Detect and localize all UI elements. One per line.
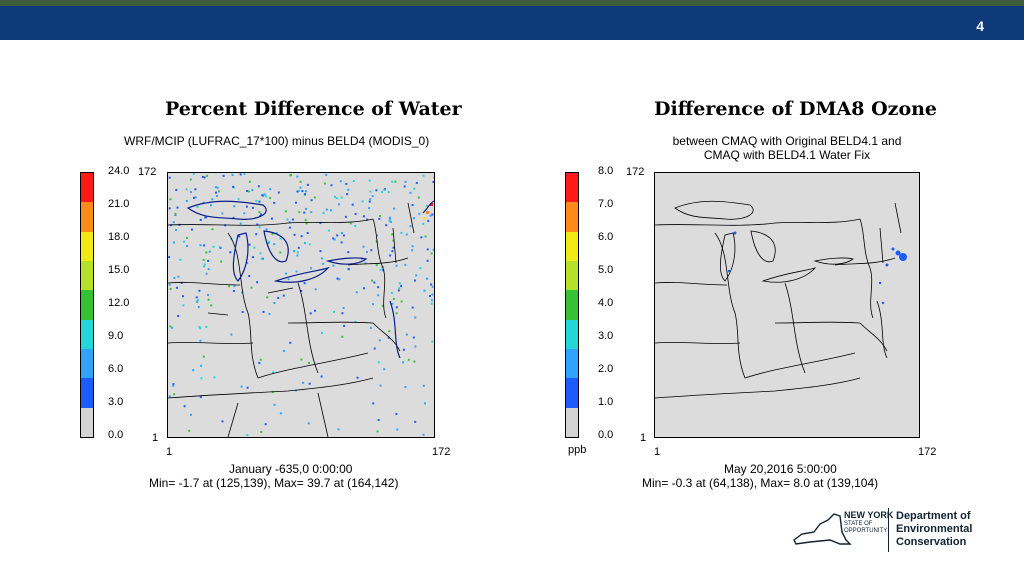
ny-wordmark: NEW YORK STATE OF OPPORTUNITY <box>844 510 893 535</box>
left-colorbar-segment <box>81 173 93 203</box>
ny-wordmark-line3: OPPORTUNITY <box>844 528 888 534</box>
dec-logo: NEW YORK STATE OF OPPORTUNITY Department… <box>790 506 990 556</box>
right-map <box>654 172 920 438</box>
right-colorbar-label: 2.0 <box>598 363 614 375</box>
dec-wordmark: Department of Environmental Conservation <box>896 510 972 549</box>
state-boundaries-right <box>655 200 902 399</box>
water-difference-speckles <box>168 173 434 437</box>
right-y-axis-top-label: 172 <box>626 166 645 178</box>
right-colorbar-unit: ppb <box>568 444 587 456</box>
left-map <box>167 172 435 438</box>
state-boundaries <box>168 202 415 437</box>
left-colorbar-label: 3.0 <box>108 396 124 408</box>
left-footer-time: January -635,0 0:00:00 <box>229 462 353 476</box>
left-panel-subtitle: WRF/MCIP (LUFRAC_17*100) minus BELD4 (MO… <box>124 134 430 148</box>
left-colorbar-segment <box>81 319 93 350</box>
right-colorbar-label: 4.0 <box>598 297 614 309</box>
ny-wordmark-line1: NEW YORK <box>844 510 894 520</box>
logo-divider <box>888 508 889 552</box>
right-colorbar-segment <box>566 319 578 350</box>
left-colorbar-label: 12.0 <box>108 297 130 309</box>
right-colorbar-segment <box>566 261 578 291</box>
left-colorbar-segment <box>81 202 93 232</box>
right-map-graphic <box>655 200 907 399</box>
right-y-axis-bottom-label: 1 <box>640 432 647 444</box>
left-map-graphic <box>168 173 434 437</box>
right-colorbar-segment <box>566 231 578 262</box>
left-colorbar-label: 6.0 <box>108 363 124 375</box>
right-colorbar-label: 3.0 <box>598 330 614 342</box>
left-colorbar-segment <box>81 349 93 379</box>
right-panel-title: Difference of DMA8 Ozone <box>654 98 938 120</box>
left-footer-minmax: Min= -1.7 at (125,139), Max= 39.7 at (16… <box>149 476 399 490</box>
right-x-axis-right-label: 172 <box>918 446 937 458</box>
right-x-axis-left-label: 1 <box>654 446 661 458</box>
right-colorbar-label: 6.0 <box>598 231 614 243</box>
left-colorbar-label: 15.0 <box>108 264 130 276</box>
dec-wordmark-line3: Conservation <box>896 536 967 548</box>
left-colorbar <box>80 172 94 438</box>
right-footer-minmax: Min= -0.3 at (64,138), Max= 8.0 at (139,… <box>642 476 879 490</box>
left-colorbar-label: 21.0 <box>108 198 130 210</box>
left-colorbar-segment <box>81 231 93 262</box>
left-colorbar-segment <box>81 261 93 291</box>
right-panel-subtitle-line1: between CMAQ with Original BELD4.1 and <box>672 134 902 148</box>
right-colorbar-segment <box>566 173 578 203</box>
ny-state-outline-icon <box>793 513 852 545</box>
ozone-difference-spots <box>727 231 907 305</box>
left-colorbar-segment <box>81 378 93 408</box>
left-x-axis-right-label: 172 <box>432 446 451 458</box>
left-colorbar-label: 0.0 <box>108 429 124 441</box>
left-panel-title: Percent Difference of Water <box>165 98 462 120</box>
right-colorbar-segment <box>566 202 578 232</box>
right-colorbar-segment <box>566 378 578 408</box>
right-panel-subtitle-line2: CMAQ with BELD4.1 Water Fix <box>703 148 871 162</box>
left-x-axis-left-label: 1 <box>166 446 173 458</box>
right-footer-time: May 20,2016 5:00:00 <box>724 462 837 476</box>
right-colorbar-segment <box>566 349 578 379</box>
right-colorbar-label: 0.0 <box>598 429 614 441</box>
header-bar: 4 <box>0 6 1024 40</box>
right-colorbar-segment <box>566 407 578 437</box>
left-y-axis-top-label: 172 <box>138 166 157 178</box>
great-lakes-outline <box>186 200 434 359</box>
page-number: 4 <box>976 18 984 34</box>
right-colorbar <box>565 172 579 438</box>
left-colorbar-label: 9.0 <box>108 330 124 342</box>
top-accent-strip <box>0 0 1024 6</box>
dec-wordmark-line2: Environmental <box>896 523 973 535</box>
ny-wordmark-line2: STATE OF <box>844 521 873 527</box>
left-colorbar-segment <box>81 290 93 320</box>
left-colorbar-segment <box>81 407 93 437</box>
right-colorbar-label: 8.0 <box>598 165 614 177</box>
left-colorbar-label: 24.0 <box>108 165 130 177</box>
dec-wordmark-line1: Department of <box>896 510 971 522</box>
right-colorbar-label: 5.0 <box>598 264 614 276</box>
left-colorbar-label: 18.0 <box>108 231 130 243</box>
left-y-axis-bottom-label: 1 <box>152 432 159 444</box>
right-colorbar-segment <box>566 290 578 320</box>
right-colorbar-label: 7.0 <box>598 198 614 210</box>
right-colorbar-label: 1.0 <box>598 396 614 408</box>
